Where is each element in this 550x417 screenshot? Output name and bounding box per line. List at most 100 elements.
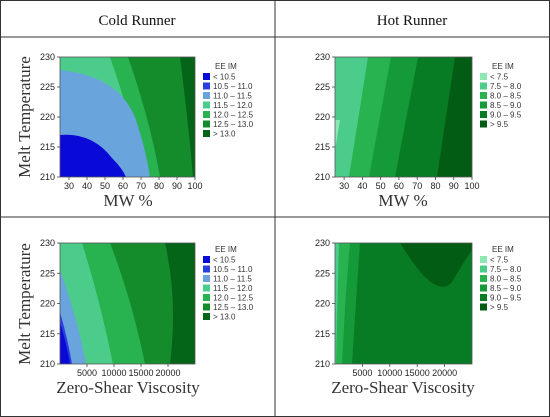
panel-cold-viscosity: 5000 10000 15000 20000 210 215 220 225 230 Zero-… (15, 238, 254, 397)
legend-label: 11.0 – 11.5 (213, 275, 252, 284)
header-hot-runner: Hot Runner (377, 13, 447, 29)
y-tick-label: 230 (315, 238, 330, 248)
legend-title: EE IM (215, 245, 237, 254)
x-tick-label: 100 (464, 181, 479, 191)
x-tick-label: 5000 (77, 368, 97, 378)
legend-swatch (203, 92, 210, 99)
legend-swatch (203, 303, 210, 311)
x-tick-label: 40 (82, 181, 92, 191)
y-tick-label: 215 (315, 142, 330, 152)
legend-4: EE IM < 7.57.5 – 8.08.0 – 8.58.5 – 9.09.0… (480, 245, 522, 312)
x-axis-title-2: MW % (378, 191, 427, 210)
x-tick-label: 20000 (432, 368, 457, 378)
y-axis-title-3: Melt Temperature (15, 243, 34, 365)
y-tick-label: 210 (315, 172, 330, 182)
x-tick-label: 15000 (405, 368, 430, 378)
panel-hot-viscosity: 5000 10000 15000 20000 210 215 220 225 230 Zero-… (315, 238, 522, 397)
legend-label: 11.5 – 12.0 (213, 101, 253, 110)
region-4-gt-9.5 (400, 243, 472, 287)
legend-label: 8.5 – 9.0 (490, 101, 522, 110)
legend-swatch (203, 313, 210, 320)
region-2-lt-7.5 (335, 120, 340, 150)
legend-swatch (480, 284, 487, 292)
legend-label: 11.0 – 11.5 (213, 92, 252, 101)
x-tick-label: 90 (449, 181, 459, 191)
contour-area-1 (60, 57, 195, 177)
legend-swatch (203, 256, 210, 263)
legend-swatch (480, 275, 487, 282)
x-tick-label: 70 (136, 181, 146, 191)
x-tick-label: 100 (187, 181, 202, 191)
contour-area-2 (335, 57, 472, 177)
y-tick-label: 215 (40, 142, 55, 152)
legend-swatch (480, 92, 487, 99)
region-3-lt-10.5 (60, 322, 70, 364)
legend-swatch (480, 82, 487, 90)
legend-swatch (480, 256, 487, 263)
legend-label: 12.0 – 12.5 (213, 111, 254, 120)
legend-label: 8.5 – 9.0 (490, 284, 522, 293)
legend-swatch (480, 120, 487, 128)
legend-label: 8.0 – 8.5 (490, 275, 522, 284)
legend-swatch (203, 101, 210, 109)
legend-swatch (203, 284, 210, 292)
region-4-8.0-8.5 (335, 243, 350, 364)
y-tick-label: 220 (40, 112, 55, 122)
legend-label: < 10.5 (213, 73, 236, 82)
x-tick-label: 50 (376, 181, 386, 191)
y-tick-label: 220 (40, 299, 55, 309)
x-tick-label: 80 (430, 181, 440, 191)
legend-label: > 13.0 (213, 130, 236, 139)
legend-swatch (203, 294, 210, 301)
ticks-3: 5000 10000 15000 20000 210 215 220 225 230 (40, 238, 181, 378)
y-tick-label: 225 (40, 82, 55, 92)
legend-label: 10.5 – 11.0 (213, 265, 253, 274)
legend-title: EE IM (492, 245, 514, 254)
legend-swatch (480, 73, 487, 80)
legend-label: > 13.0 (213, 313, 236, 322)
legend-label: < 7.5 (490, 73, 509, 82)
legend-3: EE IM < 10.510.5 – 11.011.0 – 11.511.5 – … (203, 245, 254, 322)
y-axis-title-1: Melt Temperature (15, 56, 34, 178)
panel-hot-mw: 30 40 50 60 70 80 90 100 210 215 220 225 230 MW % EE… (315, 52, 522, 210)
legend-label: 12.5 – 13.0 (213, 120, 254, 129)
ticks-4: 5000 10000 15000 20000 210 215 220 225 230 (315, 238, 457, 378)
ticks-2: 30 40 50 60 70 80 90 100 210 215 220 225 230 (315, 52, 480, 191)
x-tick-label: 90 (172, 181, 182, 191)
legend-swatch (203, 111, 210, 118)
x-tick-label: 10000 (377, 368, 402, 378)
x-tick-label: 70 (412, 181, 422, 191)
legend-label: 7.5 – 8.0 (490, 82, 522, 91)
y-tick-label: 215 (315, 329, 330, 339)
x-axis-title-3: Zero-Shear Viscosity (56, 378, 200, 397)
x-tick-label: 15000 (128, 368, 153, 378)
legend-swatch (480, 101, 487, 109)
legend-label: < 10.5 (213, 256, 236, 265)
y-tick-label: 220 (315, 112, 330, 122)
legend-label: 12.0 – 12.5 (213, 294, 254, 303)
y-tick-label: 215 (40, 329, 55, 339)
legend-swatch (480, 265, 487, 273)
x-tick-label: 40 (357, 181, 367, 191)
legend-swatch (203, 120, 210, 128)
y-tick-label: 225 (315, 82, 330, 92)
contour-area-4 (335, 243, 472, 364)
legend-label: > 9.5 (490, 303, 509, 312)
header-cold-runner: Cold Runner (98, 13, 175, 29)
legend-label: < 7.5 (490, 256, 509, 265)
legend-label: 12.5 – 13.0 (213, 303, 254, 312)
x-axis-title-4: Zero-Shear Viscosity (331, 378, 475, 397)
x-tick-label: 5000 (352, 368, 372, 378)
x-axis-title-1: MW % (103, 191, 152, 210)
y-tick-label: 225 (315, 268, 330, 278)
x-tick-label: 10000 (101, 368, 126, 378)
legend-label: 8.0 – 8.5 (490, 92, 522, 101)
legend-label: 7.5 – 8.0 (490, 265, 522, 274)
legend-2: EE IM < 7.57.5 – 8.08.0 – 8.58.5 – 9.09.0… (480, 62, 522, 129)
region-2-7.5-8.0 (335, 57, 368, 177)
y-tick-label: 210 (315, 359, 330, 369)
x-tick-label: 30 (64, 181, 74, 191)
legend-swatch (203, 73, 210, 80)
region-1-lt-10.5 (60, 134, 126, 177)
